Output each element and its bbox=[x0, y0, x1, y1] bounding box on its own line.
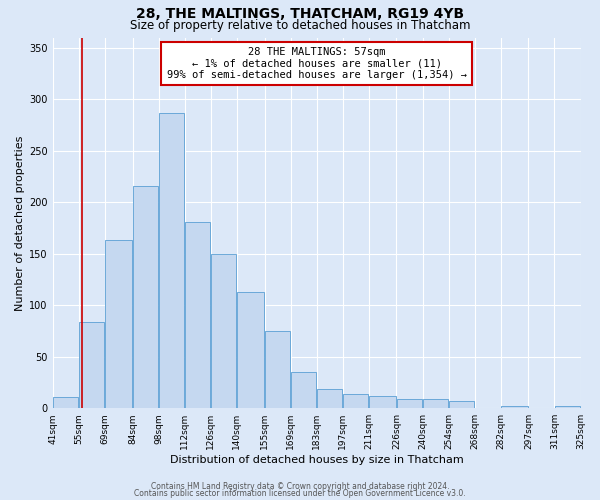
Text: 28, THE MALTINGS, THATCHAM, RG19 4YB: 28, THE MALTINGS, THATCHAM, RG19 4YB bbox=[136, 8, 464, 22]
Bar bbox=[501, 406, 528, 408]
Bar bbox=[317, 388, 343, 408]
Bar bbox=[291, 372, 316, 408]
Bar bbox=[343, 394, 368, 408]
Bar bbox=[237, 292, 264, 408]
Bar bbox=[53, 397, 79, 408]
Text: 28 THE MALTINGS: 57sqm
← 1% of detached houses are smaller (11)
99% of semi-deta: 28 THE MALTINGS: 57sqm ← 1% of detached … bbox=[167, 47, 467, 80]
Bar bbox=[79, 322, 104, 408]
Bar bbox=[105, 240, 132, 408]
Bar bbox=[211, 254, 236, 408]
Bar bbox=[555, 406, 580, 408]
X-axis label: Distribution of detached houses by size in Thatcham: Distribution of detached houses by size … bbox=[170, 455, 463, 465]
Bar bbox=[423, 399, 448, 408]
Bar bbox=[449, 401, 474, 408]
Text: Size of property relative to detached houses in Thatcham: Size of property relative to detached ho… bbox=[130, 19, 470, 32]
Text: Contains public sector information licensed under the Open Government Licence v3: Contains public sector information licen… bbox=[134, 488, 466, 498]
Y-axis label: Number of detached properties: Number of detached properties bbox=[15, 135, 25, 310]
Bar bbox=[133, 186, 158, 408]
Bar bbox=[369, 396, 396, 408]
Bar bbox=[265, 331, 290, 408]
Bar bbox=[159, 112, 184, 408]
Bar bbox=[397, 399, 422, 408]
Text: Contains HM Land Registry data © Crown copyright and database right 2024.: Contains HM Land Registry data © Crown c… bbox=[151, 482, 449, 491]
Bar bbox=[185, 222, 211, 408]
